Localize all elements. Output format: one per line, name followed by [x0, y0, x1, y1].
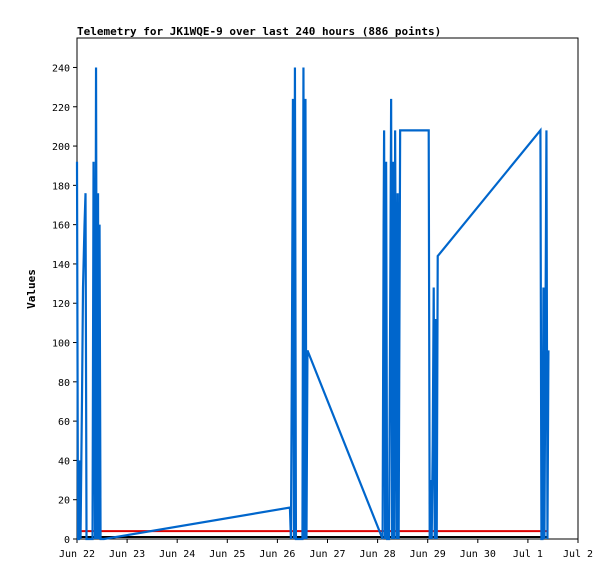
x-axis: Jun 22 Jun 23 Jun 24 Jun 25 Jun 26 Jun 27 Jun …	[59, 539, 593, 560]
y-tick-label: 80	[58, 378, 70, 389]
plot-area-frame	[76, 37, 579, 540]
x-tick-label: Jul 2	[563, 549, 593, 560]
x-tick-label: Jun 27	[309, 549, 345, 560]
y-axis-label: Values	[25, 269, 38, 309]
x-tick-label: Jul 1	[513, 549, 543, 560]
y-tick-label: 0	[64, 535, 70, 546]
x-tick-label: Jun 28	[360, 549, 396, 560]
chart-title: Telemetry for JK1WQE-9 over last 240 hou…	[77, 25, 441, 38]
y-tick-label: 100	[52, 339, 70, 350]
x-tick-label: Jun 23	[109, 549, 145, 560]
y-tick-label: 220	[52, 103, 70, 114]
y-tick-label: 180	[52, 181, 70, 192]
x-tick-label: Jun 25	[209, 549, 245, 560]
y-tick-label: 120	[52, 299, 70, 310]
y-axis: 0 20 40 60 80 100 120 140 160 180 200 220 240	[52, 63, 77, 546]
x-tick-label: Jun 29	[410, 549, 446, 560]
y-tick-label: 20	[58, 496, 70, 507]
series-line-0	[75, 67, 550, 541]
y-tick-label: 160	[52, 221, 70, 232]
y-tick-label: 60	[58, 417, 70, 428]
x-tick-label: Jun 26	[259, 549, 295, 560]
y-tick-label: 140	[52, 260, 70, 271]
y-tick-label: 240	[52, 63, 70, 74]
x-tick-label: Jun 22	[59, 549, 95, 560]
x-tick-label: Jun 24	[159, 549, 195, 560]
y-tick-label: 200	[52, 142, 70, 153]
x-tick-label: Jun 30	[460, 549, 496, 560]
y-tick-label: 40	[58, 456, 70, 467]
series-layer	[75, 67, 550, 541]
